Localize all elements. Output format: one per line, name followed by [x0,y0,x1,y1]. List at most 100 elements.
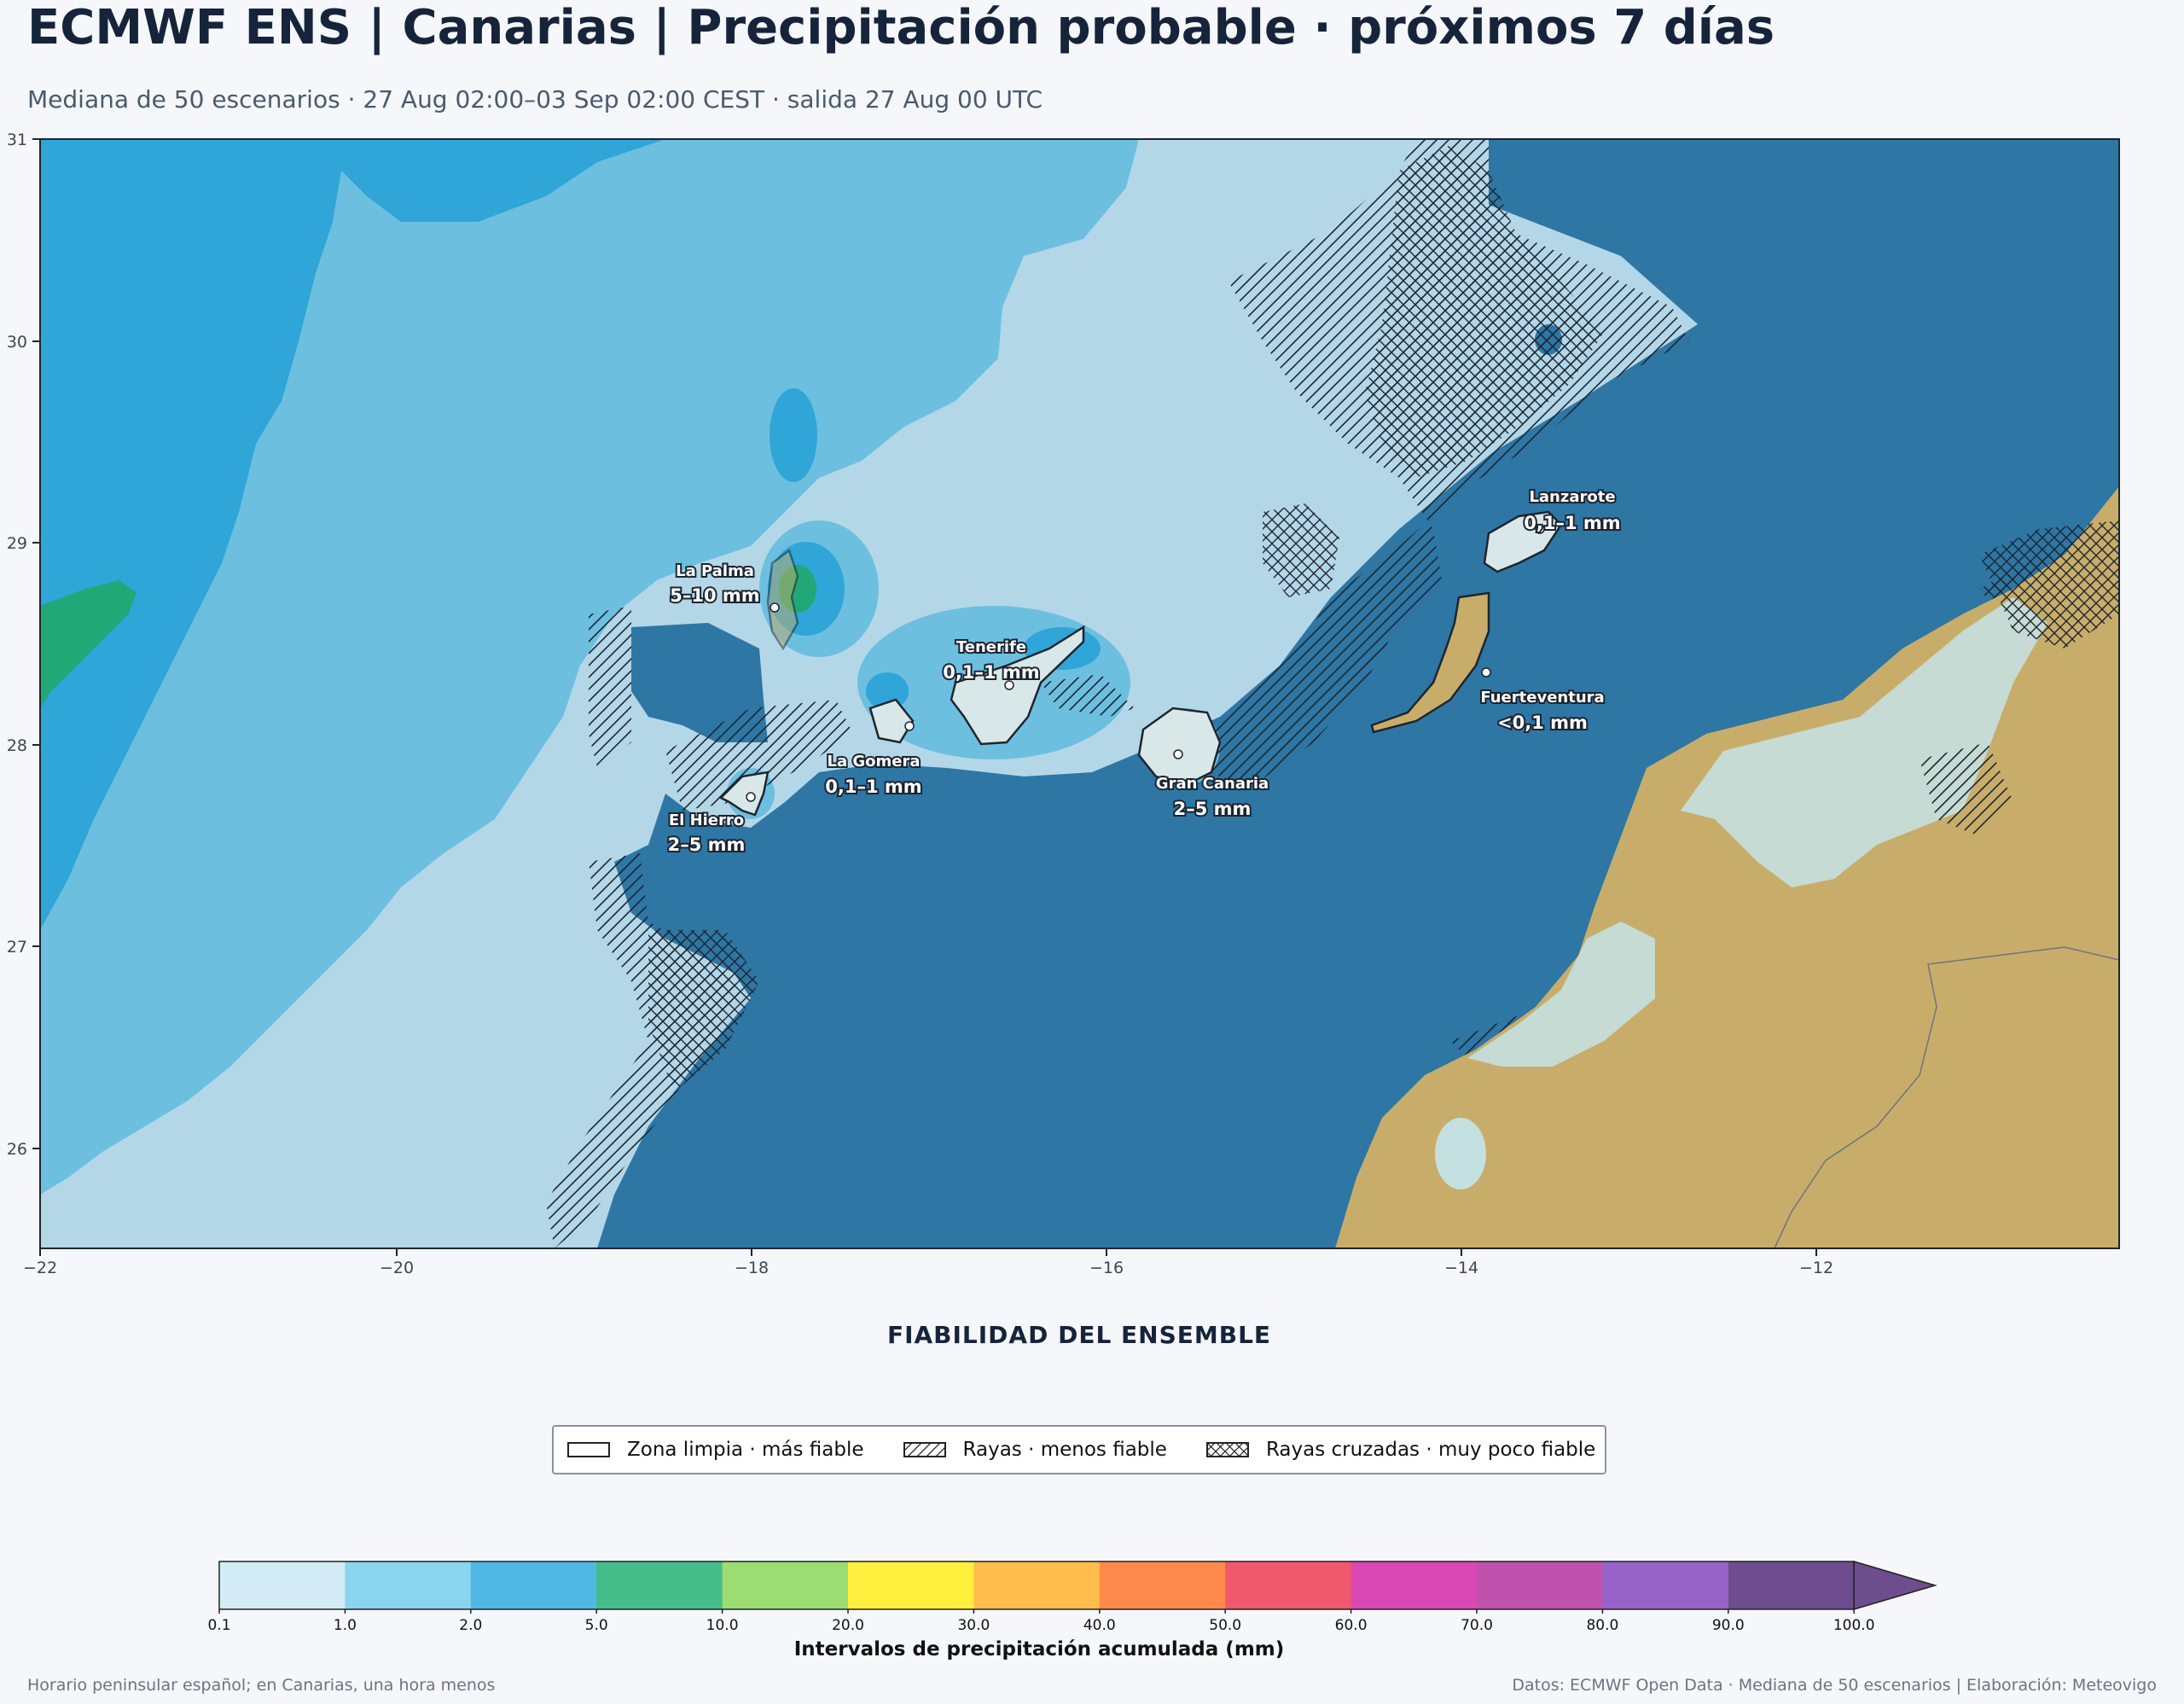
hatch-zone [1979,521,2119,648]
city-dot [746,792,756,802]
colorbar-segment [1350,1562,1478,1609]
precip-blob [770,388,817,482]
colorbar-segment [345,1562,472,1609]
legend-swatch-clean [567,1442,610,1457]
hatch-zone [648,930,759,1092]
island-value-gran-canaria: 2–5 mm [1174,799,1252,819]
city-dot [1004,680,1014,690]
colorbar-tick-label: 70.0 [1461,1617,1493,1630]
island-label-lanzarote: Lanzarote [1529,488,1615,506]
city-dot [904,721,915,731]
lat-tick-label: 31 [7,131,27,149]
city-dot [1481,667,1491,678]
colorbar-tick-label: 10.0 [706,1617,739,1630]
lon-tick-label: −18 [735,1259,769,1277]
footer-note: Horario peninsular español; en Canarias,… [27,1676,496,1695]
lon-tick-label: −12 [1799,1259,1833,1277]
legend-label: Rayas · menos fiable [962,1439,1167,1461]
legend-swatch-crosshatch [1205,1442,1249,1457]
colorbar-segment [1477,1562,1603,1609]
page-title: ECMWF ENS | Canarias | Precipitación pro… [27,0,1775,55]
island-label-el-hierro: El Hierro [669,811,744,829]
legend-swatch-hatch [903,1442,946,1457]
island-la-gomera [868,698,915,744]
colorbar-frame [218,1561,1855,1610]
lat-tick-label: 27 [7,938,27,957]
low-precip-pocket [631,623,768,742]
lon-tick-label: −22 [23,1259,57,1277]
legend-label: Zona limpia · más fiable [627,1439,864,1461]
island-label-fuerteventura: Fuerteventura [1480,689,1604,707]
island-value-tenerife: 0,1–1 mm [943,662,1039,683]
hatch-zone [1041,674,1135,717]
legend-item-crosshatch: Rayas cruzadas · muy poco fiable [1205,1439,1596,1461]
legend-item-hatch: Rayas · menos fiable [903,1439,1167,1461]
hatch-zone [589,606,631,768]
border-line [1774,946,2119,1248]
island-label-tenerife: Tenerife [956,638,1026,656]
lon-tick-label: −20 [380,1259,414,1277]
colorbar-segment [722,1562,849,1609]
map-canvas: −22 −20 −18 −16 −14 −12 31 30 29 28 27 2… [7,131,2120,1277]
page-subtitle: Mediana de 50 escenarios · 27 Aug 02:00–… [27,85,1043,113]
island-value-el-hierro: 2–5 mm [668,835,746,855]
footer-credits: Datos: ECMWF Open Data · Mediana de 50 e… [1512,1676,2157,1695]
island-label-gran-canaria: Gran Canaria [1156,775,1269,793]
island-tenerife [950,625,1085,746]
colorbar-tick-label: 50.0 [1209,1617,1241,1630]
island-value-lanzarote: 0,1–1 mm [1524,513,1620,533]
colorbar-tick-label: 5.0 [585,1617,608,1630]
map-frame [39,138,2120,1249]
colorbar-tick-label: 20.0 [832,1617,864,1630]
hatch-zone [1263,503,1339,597]
colorbar-tick-label: 100.0 [1833,1617,1875,1630]
precip-zone-0-1-africa [1467,922,1655,1067]
lon-tick-label: −14 [1444,1259,1478,1277]
island-fuerteventura [1370,591,1490,734]
precip-zone-0-1-africa [1435,1118,1486,1189]
hatch-zone [1920,742,2013,836]
island-la-palma [766,548,799,651]
island-label-la-palma: La Palma [676,562,754,580]
lat-axis [32,138,40,1149]
lat-tick-label: 28 [7,736,27,755]
city-dot [1535,524,1545,534]
island-label-la-gomera: La Gomera [827,753,920,771]
colorbar-segment [973,1562,1101,1609]
colorbar-segment [219,1562,346,1609]
legend-label: Rayas cruzadas · muy poco fiable [1265,1439,1596,1461]
colorbar-tick-label: 0.1 [207,1617,230,1630]
colorbar-segment [1099,1562,1226,1609]
lon-axis [39,1248,1817,1256]
colorbar-segment [596,1562,723,1609]
hatch-zone [1365,145,1604,478]
colorbar-tick-label: 90.0 [1712,1617,1745,1630]
lat-tick-label: 29 [7,534,27,553]
colorbar-extend-arrow [1853,1560,1937,1611]
reliability-title: FIABILIDAD DEL ENSEMBLE [886,1321,1272,1349]
reliability-legend: Zona limpia · más fiable Rayas · menos f… [552,1425,1606,1474]
colorbar-tick-label: 60.0 [1335,1617,1368,1630]
legend-item-clean: Zona limpia · más fiable [567,1439,864,1461]
lat-tick-label: 26 [7,1140,27,1159]
island-value-la-gomera: 0,1–1 mm [825,776,921,797]
precip-zone-5-10 [40,580,136,708]
city-dot [1173,749,1183,759]
island-gran-canaria [1137,707,1222,787]
city-dot [770,602,780,613]
precip-blob [866,672,909,710]
lon-tick-label: −16 [1089,1259,1124,1277]
precip-zone-2-5 [40,139,665,930]
lat-tick-label: 30 [7,333,27,352]
precip-zone-0-1-africa [1681,597,2048,887]
colorbar-segment [1602,1562,1729,1609]
colorbar-tick-label: 80.0 [1586,1617,1618,1630]
island-el-hierro [718,771,770,817]
colorbar-segment [1225,1562,1352,1609]
colorbar-tick-label: 30.0 [957,1617,990,1630]
island-value-fuerteventura: <0,1 mm [1497,712,1588,733]
colorbar-tick-label: 2.0 [459,1617,482,1630]
island-value-la-palma: 5–10 mm [670,585,759,606]
precipitation-colorbar: 0.1 1.0 2.0 5.0 10.0 20.0 30.0 40.0 50.0 60.0 70.0… [207,1560,1937,1630]
colorbar-tick-label: 1.0 [334,1617,357,1630]
